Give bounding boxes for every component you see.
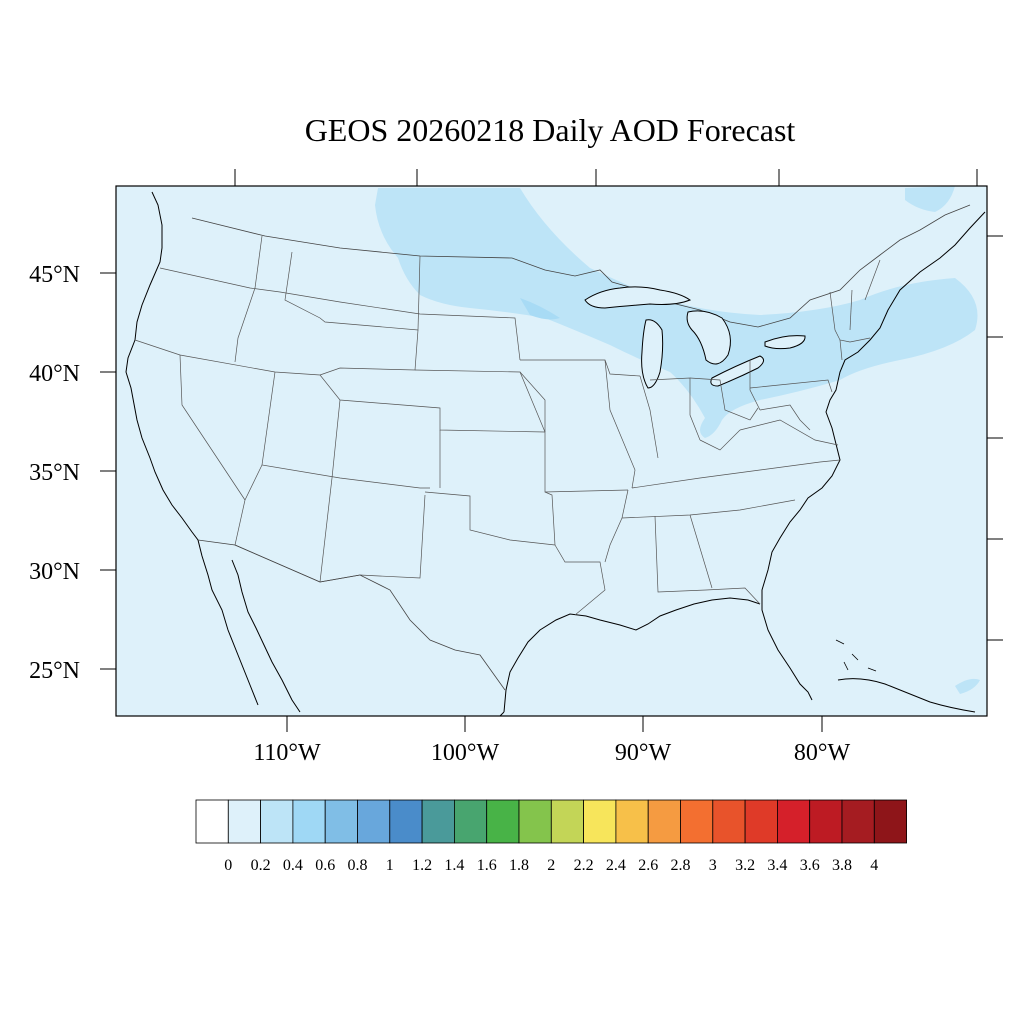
lake-ontario (764, 335, 806, 350)
colorbar-tick-label: 1 (386, 857, 394, 874)
colorbar-swatch (324, 799, 358, 844)
colorbar-swatch (744, 799, 778, 844)
colorbar-tick-label: 3.8 (832, 857, 852, 874)
colorbar-tick-label: 3 (709, 857, 717, 874)
colorbar-tick-label: 1.6 (477, 857, 497, 874)
aod-colorbar-labels: 0 0.2 0.4 0.6 0.8 1 1.2 1.4 1.6 1.8 2 2.2 2.4 2.6 2.8 3… (224, 857, 878, 874)
aod-plume-0.4-core (520, 298, 560, 320)
lon-label: 90°W (615, 740, 672, 766)
colorbar-swatch (486, 799, 520, 844)
top-ticks (234, 169, 978, 186)
colorbar-swatch (647, 799, 681, 844)
lake-michigan (641, 319, 664, 389)
colorbar-tick-label: 1.8 (509, 857, 529, 874)
aod-plume-0.2-0.4-northeast-corner (905, 186, 955, 212)
lon-label: 80°W (794, 740, 851, 766)
aod-colorbar (195, 799, 907, 844)
us-canada-border (191, 204, 971, 328)
colorbar-tick-label: 2 (547, 857, 555, 874)
colorbar-tick-label: 2.2 (574, 857, 594, 874)
colorbar-tick-label: 0.4 (283, 857, 303, 874)
colorbar-swatch (260, 799, 294, 844)
colorbar-tick-label: 2.4 (606, 857, 626, 874)
bottom-ticks (286, 716, 823, 732)
colorbar-swatch (389, 799, 423, 844)
aod-plume-0.2-0.4-offshore (955, 678, 980, 694)
colorbar-tick-label: 1.4 (444, 857, 464, 874)
colorbar-tick-label: 0.2 (251, 857, 271, 874)
colorbar-swatch (227, 799, 262, 844)
colorbar-tick-label: 3.4 (767, 857, 787, 874)
colorbar-swatch (550, 799, 584, 844)
colorbar-swatch (777, 799, 811, 844)
colorbar-swatch (195, 799, 229, 844)
us-mexico-border (197, 539, 506, 691)
colorbar-swatch (583, 799, 617, 844)
colorbar-tick-label: 2.6 (638, 857, 658, 874)
east-coastline (761, 211, 986, 701)
lon-label: 100°W (431, 740, 500, 766)
colorbar-swatch (421, 799, 455, 844)
colorbar-tick-label: 2.8 (671, 857, 691, 874)
lat-label: 45°N (29, 262, 80, 288)
longitude-labels: 110°W 100°W 90°W 80°W (253, 740, 850, 766)
lake-superior (584, 286, 692, 309)
lake-huron (686, 310, 731, 365)
lat-label: 35°N (29, 460, 80, 486)
bahamas-outline (835, 639, 877, 672)
aod-plume-0.2-0.4 (375, 188, 978, 438)
state-borders (134, 235, 881, 616)
colorbar-swatch (518, 799, 552, 844)
colorbar-swatch (809, 799, 843, 844)
map-title: GEOS 20260218 Daily AOD Forecast (305, 112, 796, 148)
left-ticks (100, 272, 116, 670)
map-panel (116, 186, 987, 716)
cuba-outline (837, 678, 976, 713)
colorbar-tick-label: 3.6 (800, 857, 820, 874)
colorbar-swatch (841, 799, 875, 844)
colorbar-swatch (357, 799, 391, 844)
colorbar-tick-label: 0.6 (315, 857, 335, 874)
colorbar-tick-label: 3.2 (735, 857, 755, 874)
lat-label: 25°N (29, 658, 80, 684)
colorbar-tick-label: 4 (870, 857, 878, 874)
lat-label: 40°N (29, 361, 80, 387)
colorbar-swatch (292, 799, 326, 844)
colorbar-swatch (615, 799, 649, 844)
colorbar-swatch (873, 799, 907, 844)
map-frame (115, 185, 988, 717)
latitude-labels: 45°N 40°N 35°N 30°N 25°N (29, 262, 80, 684)
colorbar-tick-label: 1.2 (412, 857, 432, 874)
west-coastline (125, 191, 259, 706)
colorbar-swatch (453, 799, 488, 844)
lat-label: 30°N (29, 559, 80, 585)
colorbar-tick-label: 0.8 (348, 857, 368, 874)
right-ticks (987, 235, 1003, 641)
colorbar-tick-label: 0 (224, 857, 232, 874)
mexico-gulf-coastline (499, 711, 505, 716)
colorbar-swatch (680, 799, 714, 844)
lon-label: 110°W (253, 740, 321, 766)
gulf-coastline (503, 597, 761, 713)
colorbar-swatch (712, 799, 746, 844)
baja-gulf-coastline (231, 559, 301, 713)
